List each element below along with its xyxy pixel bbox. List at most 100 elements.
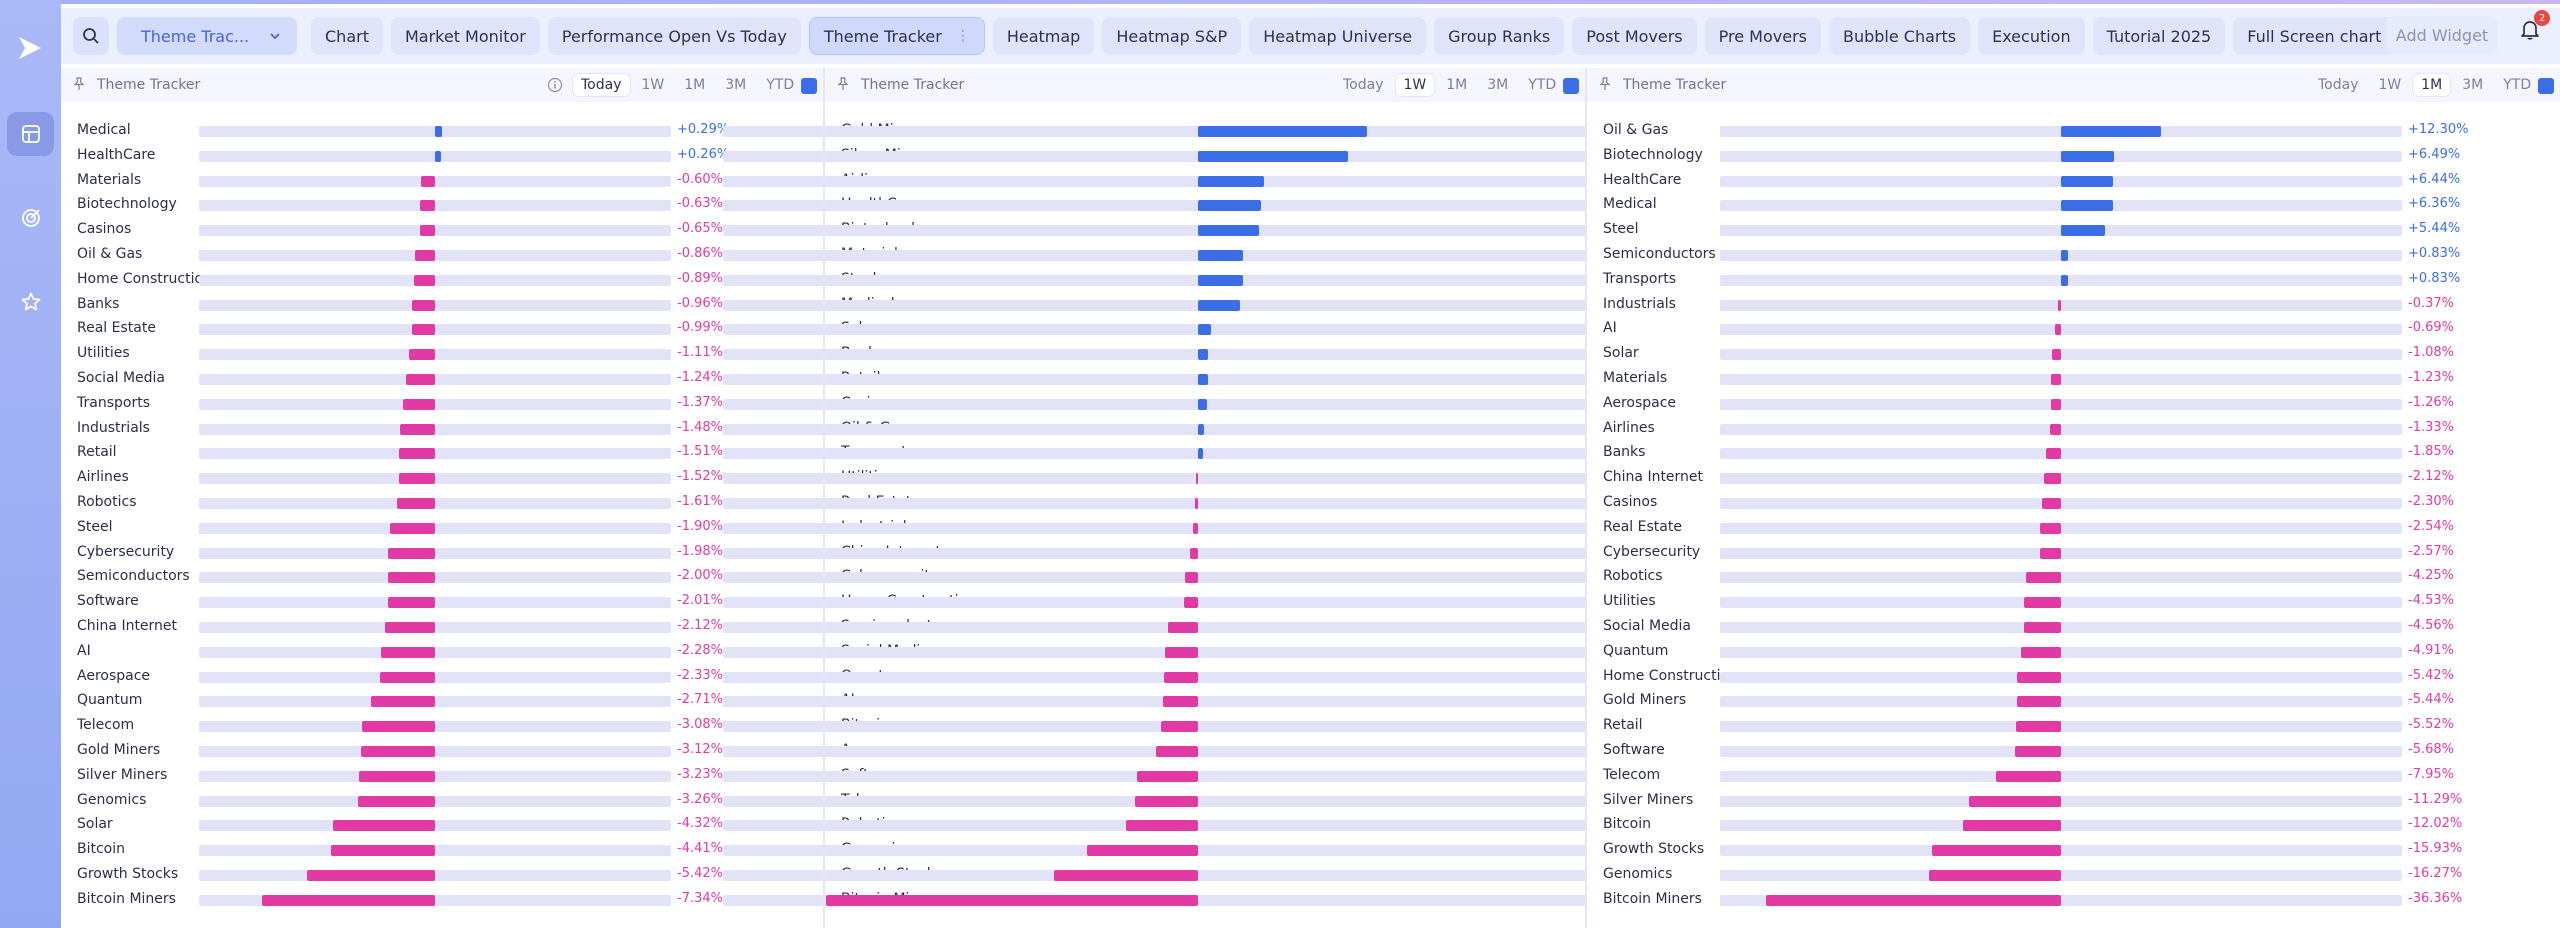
theme-row[interactable]: Materials -0.60% (61, 168, 823, 193)
timeframe-ytd[interactable]: YTD (766, 77, 795, 93)
timeframe-1w[interactable]: 1W (641, 77, 665, 93)
tab-menu-icon[interactable]: ⋮ (955, 28, 970, 44)
tab-chart[interactable]: Chart (311, 17, 383, 55)
add-widget-button[interactable]: Add Widget (2386, 16, 2498, 54)
theme-row[interactable]: Industrials-0.38% (723, 515, 1725, 540)
tab-tutorial-2025[interactable]: Tutorial 2025 (2092, 17, 2226, 55)
theme-row[interactable]: China Internet -2.12% (1587, 465, 2560, 490)
theme-row[interactable]: Genomics-8.41% (723, 837, 1725, 862)
tab-bubble-charts[interactable]: Bubble Charts (1828, 17, 1971, 55)
tracker-select[interactable]: Theme Trac... (117, 17, 297, 55)
tab-post-movers[interactable]: Post Movers (1572, 17, 1697, 55)
theme-row[interactable]: AI-2.64% (723, 688, 1725, 713)
theme-row[interactable]: Bitcoin Miners -36.36% (1587, 887, 2560, 912)
theme-row[interactable]: Gold Miners+12.83% (723, 118, 1739, 143)
theme-row[interactable]: Banks+0.78% (723, 341, 1731, 366)
theme-row[interactable]: Industrials -1.48% (61, 416, 823, 441)
tab-pre-movers[interactable]: Pre Movers (1704, 17, 1821, 55)
theme-row[interactable]: Solar -1.08% (1587, 341, 2560, 366)
theme-row[interactable]: Quantum-2.60% (723, 664, 1725, 689)
theme-row[interactable]: HealthCare +6.44% (1587, 168, 2560, 193)
theme-row[interactable]: Banks -0.96% (61, 292, 823, 317)
theme-row[interactable]: Airlines -1.52% (61, 465, 823, 490)
theme-row[interactable]: Cybersecurity -2.57% (1587, 540, 2560, 565)
theme-row[interactable]: China Internet -2.12% (61, 614, 823, 639)
theme-row[interactable]: Silver Miners -11.29% (1587, 788, 2560, 813)
theme-row[interactable]: Software -2.01% (61, 589, 823, 614)
app-logo-icon[interactable] (16, 34, 44, 62)
theme-row[interactable]: Oil & Gas -0.86% (61, 242, 823, 267)
theme-row[interactable]: Casinos+0.68% (723, 391, 1731, 416)
theme-row[interactable]: Casinos -2.30% (1587, 490, 2560, 515)
tab-performance-open-vs-today[interactable]: Performance Open Vs Today (547, 17, 801, 55)
theme-row[interactable]: Home Construction -0.89% (61, 267, 823, 292)
tab-heatmap[interactable]: Heatmap (992, 17, 1095, 55)
theme-row[interactable]: Gold Miners -3.12% (61, 738, 823, 763)
timeframe-ytd[interactable]: YTD (1528, 77, 1557, 93)
theme-row[interactable]: Robotics -1.61% (61, 490, 823, 515)
tab-group-ranks[interactable]: Group Ranks (1434, 17, 1565, 55)
theme-row[interactable]: Airlines+5.00% (723, 168, 1731, 193)
theme-row[interactable]: Airlines -1.33% (1587, 416, 2560, 441)
nav-radar-button[interactable] (7, 196, 54, 240)
theme-row[interactable]: Real Estate -0.99% (61, 316, 823, 341)
theme-row[interactable]: Medical +0.29% (61, 118, 823, 143)
theme-row[interactable]: Retail+0.77% (723, 366, 1731, 391)
theme-row[interactable]: Utilities -4.53% (1587, 589, 2560, 614)
theme-row[interactable]: Bitcoin -12.02% (1587, 812, 2560, 837)
theme-row[interactable]: Utilities-0.16% (723, 465, 1725, 490)
theme-row[interactable]: Biotechnology +6.49% (1587, 143, 2560, 168)
theme-row[interactable]: Retail -1.51% (61, 440, 823, 465)
theme-row[interactable]: Telecom -7.95% (1587, 763, 2560, 788)
theme-row[interactable]: Growth Stocks -15.93% (1587, 837, 2560, 862)
info-icon[interactable] (547, 77, 563, 93)
theme-row[interactable]: Casinos -0.65% (61, 217, 823, 242)
theme-row[interactable]: Semiconductors-2.31% (723, 614, 1725, 639)
theme-row[interactable]: Cybersecurity -1.98% (61, 540, 823, 565)
color-toggle-button[interactable] (801, 78, 817, 94)
theme-row[interactable]: Quantum -4.91% (1587, 639, 2560, 664)
theme-row[interactable]: HealthCare +0.26% (61, 143, 823, 168)
timeframe-1w[interactable]: 1W (1395, 74, 1435, 96)
theme-row[interactable]: Home Construction-1.09% (723, 589, 1725, 614)
theme-row[interactable]: China Internet-0.59% (723, 540, 1725, 565)
theme-row[interactable]: Biotechnology+4.66% (723, 217, 1731, 242)
theme-row[interactable]: Home Construction -5.42% (1587, 664, 2560, 689)
theme-row[interactable]: Solar -4.32% (61, 812, 823, 837)
theme-row[interactable]: Retail -5.52% (1587, 713, 2560, 738)
theme-row[interactable]: Silver Miners -3.23% (61, 763, 823, 788)
tab-heatmap-s-p[interactable]: Heatmap S&P (1102, 17, 1242, 55)
theme-row[interactable]: Real Estate-0.26% (723, 490, 1725, 515)
theme-row[interactable]: Robotics -4.25% (1587, 564, 2560, 589)
theme-row[interactable]: Oil & Gas +12.30% (1587, 118, 2560, 143)
nav-dashboard-button[interactable] (7, 112, 54, 156)
theme-row[interactable]: Silver Miners+11.39% (723, 143, 1739, 168)
pin-icon[interactable] (72, 77, 86, 91)
theme-row[interactable]: Telecom-4.79% (723, 788, 1725, 813)
timeframe-1m[interactable]: 1M (1446, 77, 1468, 93)
theme-row[interactable]: Industrials -0.37% (1587, 292, 2560, 317)
pin-icon[interactable] (836, 77, 850, 91)
bell-icon[interactable] (2518, 17, 2542, 41)
theme-row[interactable]: Materials+3.42% (723, 242, 1731, 267)
theme-row[interactable]: Semiconductors -2.00% (61, 564, 823, 589)
theme-row[interactable]: Materials -1.23% (1587, 366, 2560, 391)
panel-divider[interactable] (1585, 68, 1587, 928)
theme-row[interactable]: HealthCare+4.74% (723, 192, 1731, 217)
timeframe-1w[interactable]: 1W (2378, 77, 2402, 93)
timeframe-today[interactable]: Today (573, 74, 630, 96)
theme-row[interactable]: Steel +5.44% (1587, 217, 2560, 242)
tab-full-screen-chart[interactable]: Full Screen chart (2233, 17, 2396, 55)
tab-heatmap-universe[interactable]: Heatmap Universe (1249, 17, 1427, 55)
theme-row[interactable]: Growth Stocks-10.89% (723, 862, 1733, 887)
theme-row[interactable]: Aerospace -1.26% (1587, 391, 2560, 416)
theme-row[interactable]: Growth Stocks -5.42% (61, 862, 823, 887)
theme-row[interactable]: Real Estate -2.54% (1587, 515, 2560, 540)
theme-row[interactable]: Steel -1.90% (61, 515, 823, 540)
theme-row[interactable]: Transports +0.83% (1587, 267, 2560, 292)
theme-row[interactable]: Quantum -2.71% (61, 688, 823, 713)
timeframe-ytd[interactable]: YTD (2503, 77, 2532, 93)
theme-row[interactable]: Bitcoin-2.81% (723, 713, 1725, 738)
theme-row[interactable]: Solar+0.98% (723, 316, 1731, 341)
timeframe-today[interactable]: Today (2318, 77, 2359, 93)
